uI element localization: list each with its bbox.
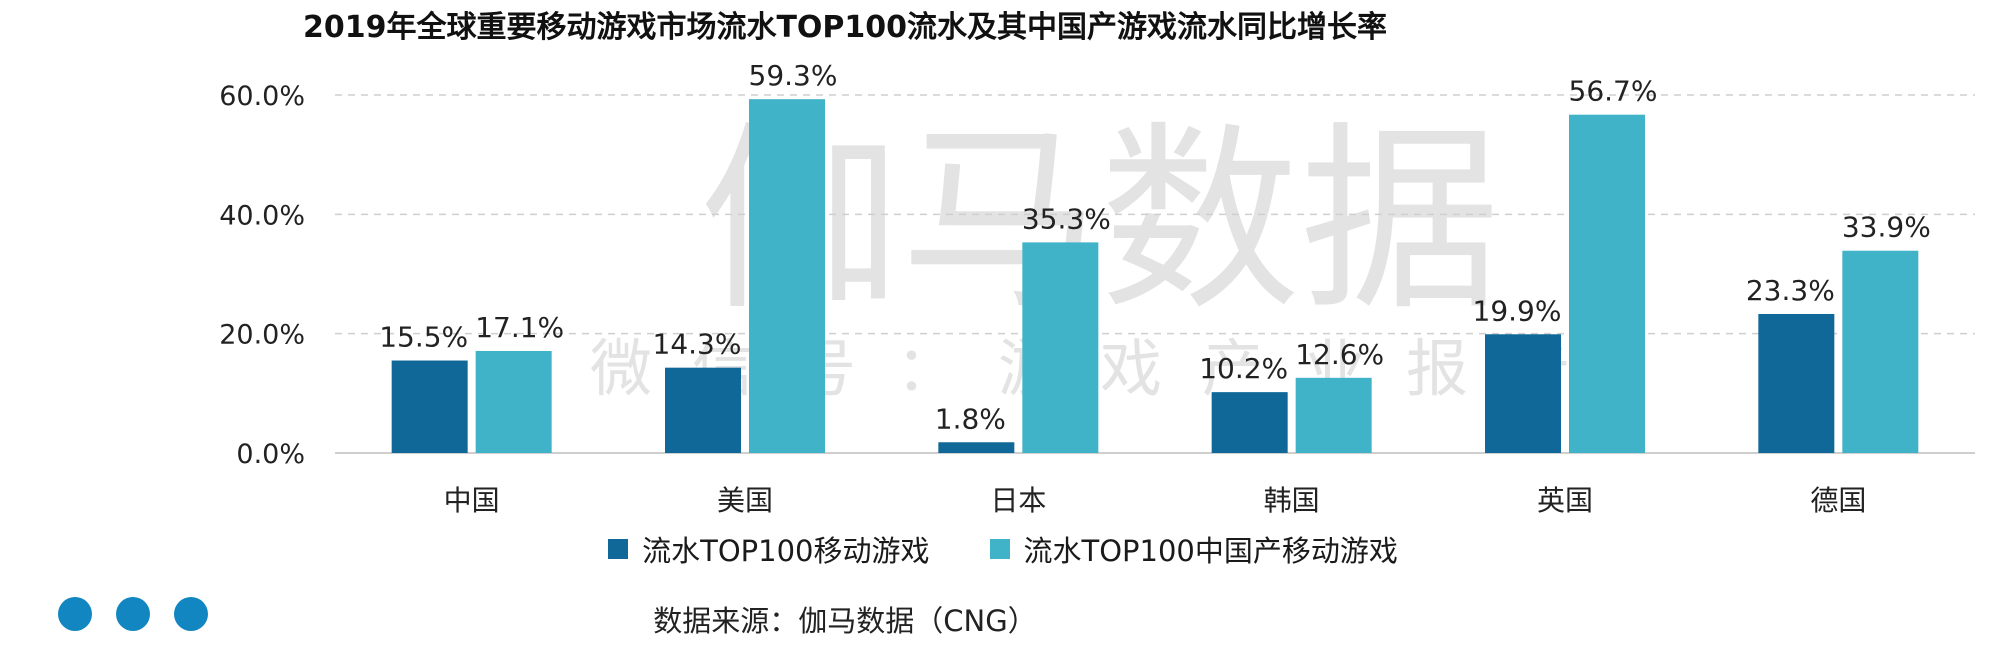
y-tick-label: 40.0% <box>219 200 305 231</box>
gridlines <box>335 94 1975 454</box>
data-label: 17.1% <box>475 311 564 344</box>
legend-swatch-china-top100 <box>989 539 1010 559</box>
y-axis: 0.0% 20.0% 40.0% 60.0% <box>219 81 305 470</box>
data-label: 59.3% <box>749 59 838 92</box>
data-label: 56.7% <box>1569 75 1658 108</box>
bar-top100 <box>1485 334 1561 453</box>
x-tick-label: 德国 <box>1810 484 1866 517</box>
data-label: 23.3% <box>1746 274 1835 307</box>
legend-label-top100: 流水TOP100移动游戏 <box>642 534 930 568</box>
bar-china-top100 <box>749 99 825 453</box>
bar-top100 <box>665 367 741 453</box>
decorative-dot-icon <box>174 597 208 631</box>
watermark-main: 伽马数据 <box>700 105 1500 338</box>
x-tick-label: 中国 <box>444 484 500 517</box>
bar-top100 <box>1758 313 1835 453</box>
legend-item-china-top100: 流水TOP100中国产移动游戏 <box>989 528 1398 570</box>
data-label: 15.5% <box>379 321 468 354</box>
x-tick-label: 英国 <box>1537 484 1593 517</box>
bar-china-top100 <box>1842 250 1919 453</box>
bar-top100 <box>1211 392 1288 453</box>
chart-title: 2019年全球重要移动游戏市场流水TOP100流水及其中国产游戏流水同比增长率 <box>302 10 1388 45</box>
data-label: 12.6% <box>1295 338 1384 371</box>
data-labels: 15.5% 17.1% 14.3% 59.3% 1.8% 35.3% 10.2% 12.6% 1… <box>379 59 1931 435</box>
bar-top100 <box>938 442 1015 453</box>
decorative-dots <box>58 597 208 631</box>
bar-china-top100 <box>1295 377 1372 453</box>
decorative-dot-icon <box>58 597 92 631</box>
data-label: 33.9% <box>1842 211 1931 244</box>
data-source: 数据来源：伽马数据（CNG） <box>653 604 1037 638</box>
data-label: 19.9% <box>1473 294 1562 327</box>
x-tick-label: 韩国 <box>1264 484 1320 517</box>
x-tick-label: 美国 <box>717 484 773 517</box>
data-label: 10.2% <box>1199 352 1288 385</box>
x-axis: 中国 美国 日本 韩国 英国 德国 <box>444 484 1867 517</box>
bar-china-top100 <box>1569 114 1645 453</box>
x-tick-label: 日本 <box>990 484 1046 517</box>
y-tick-label: 60.0% <box>219 81 305 112</box>
y-tick-label: 20.0% <box>219 320 305 351</box>
watermark-sub: 微信号：游戏产业报告 <box>590 332 1610 405</box>
bar-top100 <box>391 360 468 453</box>
bar-china-top100 <box>1022 242 1099 453</box>
data-label: 1.8% <box>935 402 1006 435</box>
bar-chart: 伽马数据 微信号：游戏产业报告 0.0% 20.0% 40.0% 60.0% 15.5… <box>219 59 1975 517</box>
legend-item-top100: 流水TOP100移动游戏 <box>608 528 930 570</box>
bars <box>391 99 1919 453</box>
legend-label-china-top100: 流水TOP100中国产移动游戏 <box>1023 534 1398 568</box>
legend-swatch-top100 <box>608 539 629 559</box>
data-label: 35.3% <box>1022 202 1111 235</box>
decorative-dot-icon <box>116 597 150 631</box>
legend: 流水TOP100移动游戏 流水TOP100中国产移动游戏 <box>0 528 2006 570</box>
bar-china-top100 <box>475 350 552 453</box>
y-tick-label: 0.0% <box>236 439 305 470</box>
data-label: 14.3% <box>653 328 742 361</box>
